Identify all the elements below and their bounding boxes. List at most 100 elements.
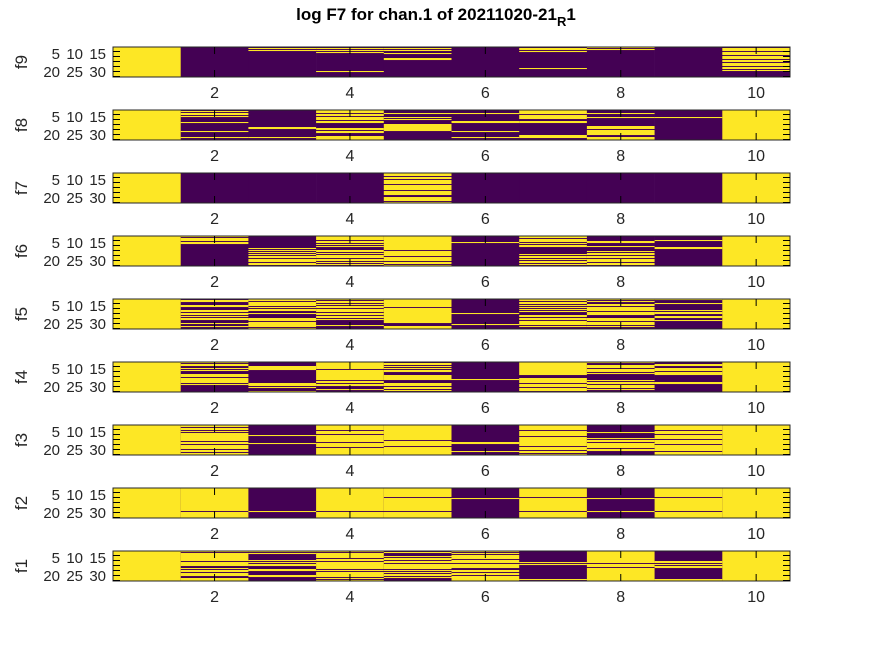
heatmap-cell bbox=[383, 236, 452, 238]
heatmap-cell bbox=[383, 240, 452, 242]
heatmap-cell bbox=[113, 309, 181, 311]
heatmap-cell bbox=[722, 436, 791, 438]
heatmap-cell bbox=[383, 445, 452, 447]
heatmap-cell bbox=[113, 577, 181, 579]
heatmap-cell bbox=[586, 370, 655, 372]
heatmap-cell bbox=[316, 499, 385, 501]
heatmap-cell bbox=[383, 450, 452, 452]
heatmap-cell bbox=[113, 131, 181, 133]
heatmap-cell bbox=[248, 368, 317, 370]
heatmap-cell bbox=[113, 434, 181, 436]
heatmap-cell bbox=[519, 441, 588, 443]
heatmap-cell bbox=[383, 125, 452, 127]
heatmap-cell bbox=[113, 514, 181, 516]
heatmap-cell bbox=[654, 494, 723, 496]
heatmap-cell bbox=[519, 516, 588, 518]
heatmap-cell bbox=[248, 366, 317, 368]
heatmap-cell bbox=[113, 308, 181, 310]
heatmap-cell bbox=[383, 322, 452, 324]
heatmap-cell bbox=[248, 569, 317, 571]
heatmap-cell bbox=[722, 316, 791, 318]
x-tick-label: 8 bbox=[616, 400, 625, 417]
heatmap-cell bbox=[519, 326, 588, 328]
heatmap-cell bbox=[451, 561, 520, 563]
heatmap-cell bbox=[113, 130, 181, 132]
heatmap-cell bbox=[180, 382, 249, 384]
heatmap-cell bbox=[113, 428, 181, 430]
heatmap-cell bbox=[180, 306, 249, 308]
chart-title: log F7 for chan.1 of 20211020-21R1 bbox=[296, 5, 576, 29]
heatmap-cell bbox=[180, 508, 249, 510]
heatmap-cell bbox=[248, 309, 317, 311]
x-tick-label: 8 bbox=[616, 463, 625, 480]
heatmap-cell bbox=[113, 498, 181, 500]
heatmap-cell bbox=[722, 249, 791, 251]
heatmap-cell bbox=[722, 558, 791, 560]
heatmap-cell bbox=[722, 245, 791, 247]
heatmap-cell bbox=[113, 52, 181, 54]
heatmap-cell bbox=[383, 364, 452, 366]
heatmap-cell bbox=[383, 251, 452, 253]
y-tick-label: 25 bbox=[66, 190, 83, 207]
heatmap-cell bbox=[316, 250, 385, 252]
y-tick-label: 20 bbox=[43, 253, 60, 270]
y-tick-label: 25 bbox=[66, 316, 83, 333]
heatmap-cell bbox=[586, 369, 655, 371]
heatmap-cell bbox=[722, 568, 791, 570]
heatmap-cell bbox=[383, 59, 452, 61]
heatmap-cell bbox=[519, 502, 588, 504]
heatmap-cell bbox=[113, 256, 181, 258]
heatmap-cell bbox=[180, 435, 249, 437]
heatmap-cell bbox=[113, 431, 181, 433]
heatmap-cell bbox=[316, 504, 385, 506]
heatmap-cell bbox=[519, 121, 588, 123]
heatmap-cell bbox=[113, 501, 181, 503]
heatmap-cell bbox=[113, 381, 181, 383]
heatmap-cell bbox=[113, 133, 181, 135]
heatmap-cell bbox=[383, 299, 452, 301]
heatmap-cell bbox=[383, 434, 452, 436]
heatmap-cell bbox=[248, 254, 317, 256]
y-tick-label: 15 bbox=[89, 424, 106, 441]
heatmap-cell bbox=[654, 433, 723, 435]
heatmap-cell bbox=[519, 386, 588, 388]
heatmap-cell bbox=[519, 506, 588, 508]
heatmap-cell bbox=[383, 321, 452, 323]
heatmap-cell bbox=[654, 516, 723, 518]
x-tick-label: 10 bbox=[747, 463, 765, 480]
heatmap-cell bbox=[383, 368, 452, 370]
heatmap-cell bbox=[113, 452, 181, 454]
heatmap-cell bbox=[586, 251, 655, 253]
heatmap-cell bbox=[383, 182, 452, 184]
heatmap-cell bbox=[519, 122, 588, 124]
heatmap-cell bbox=[180, 505, 249, 507]
heatmap-cell bbox=[722, 502, 791, 504]
heatmap-cell bbox=[722, 56, 791, 58]
heatmap-cell bbox=[451, 443, 520, 445]
heatmap-cell bbox=[248, 322, 317, 324]
heatmap-cell bbox=[113, 492, 181, 494]
heatmap-cell bbox=[248, 570, 317, 572]
heatmap-cell bbox=[113, 123, 181, 125]
heatmap-cell bbox=[519, 390, 588, 392]
x-tick-label: 6 bbox=[481, 274, 490, 291]
heatmap-cell bbox=[654, 310, 723, 312]
heatmap-cell bbox=[586, 256, 655, 258]
heatmap-cell bbox=[722, 570, 791, 572]
heatmap-cell bbox=[586, 560, 655, 562]
heatmap-cell bbox=[519, 489, 588, 491]
heatmap-cell bbox=[722, 255, 791, 257]
heatmap-cell bbox=[113, 390, 181, 392]
heatmap-cell bbox=[113, 61, 181, 63]
heatmap-cell bbox=[180, 495, 249, 497]
heatmap-cell bbox=[248, 323, 317, 325]
heatmap-cell bbox=[519, 385, 588, 387]
heatmap-cell bbox=[248, 128, 317, 130]
heatmap-cell bbox=[180, 510, 249, 512]
heatmap-cell bbox=[113, 453, 181, 455]
heatmap-cell bbox=[654, 506, 723, 508]
heatmap-cell bbox=[383, 376, 452, 378]
heatmap-cell bbox=[180, 316, 249, 318]
heatmap-cell bbox=[113, 252, 181, 254]
heatmap-cell bbox=[722, 314, 791, 316]
